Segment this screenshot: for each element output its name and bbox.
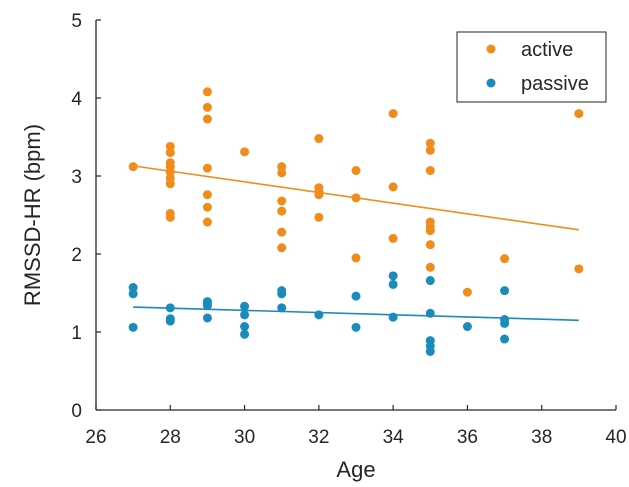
data-point-active [425,166,435,176]
data-point-active [425,262,435,272]
y-tick-label: 0 [71,401,82,422]
data-point-passive [128,289,138,299]
data-point-active [240,147,250,157]
x-axis-title: Age [336,457,375,482]
legend-label-active: active [521,39,573,61]
data-point-passive [240,329,250,339]
y-tick-label: 2 [71,245,82,266]
legend-marker-passive [486,78,496,88]
y-tick-label: 5 [71,11,82,32]
data-point-passive [202,300,212,310]
data-point-active [165,212,175,222]
data-point-active [351,166,361,176]
data-point-passive [128,322,138,332]
data-point-active [277,206,287,216]
x-tick-label: 30 [234,427,255,448]
x-tick-label: 28 [160,427,181,448]
y-tick-label: 3 [71,167,82,188]
data-point-active [277,196,287,206]
data-point-active [165,179,175,189]
axes [95,20,616,411]
data-point-active [202,163,212,173]
legend-marker-active [486,44,496,54]
data-point-active [500,254,510,264]
data-point-active [574,264,584,274]
data-point-active [425,240,435,250]
data-point-active [202,87,212,97]
data-point-active [202,202,212,212]
data-point-passive [277,303,287,313]
x-tick-label: 38 [531,427,552,448]
data-point-active [314,134,324,144]
x-tick-label: 26 [85,427,106,448]
data-point-active [388,109,398,119]
data-point-active [351,253,361,263]
series-active [128,87,584,297]
data-point-passive [500,334,510,344]
data-point-active [314,212,324,222]
data-point-passive [240,301,250,311]
data-point-passive [500,286,510,296]
data-point-active [277,227,287,237]
data-point-passive [425,276,435,286]
x-tick-label: 32 [308,427,329,448]
data-point-passive [240,322,250,332]
data-point-passive [202,313,212,323]
data-point-passive [351,291,361,301]
y-tick-label: 4 [71,89,82,110]
x-tick-label: 36 [457,427,478,448]
legend-label-passive: passive [521,73,589,95]
series-passive [128,271,579,356]
data-point-passive [128,283,138,293]
legend-box [456,31,607,103]
trend-line-passive [133,306,579,322]
data-point-passive [425,347,435,356]
data-point-active [165,167,175,177]
data-point-active [462,287,472,297]
plot-area [128,87,584,356]
data-point-active [202,190,212,200]
y-tick-label: 1 [71,323,82,344]
data-point-active [425,226,435,236]
data-point-active [202,114,212,124]
y-axis-title: RMSSD-HR (bpm) [20,124,45,306]
data-point-active [425,145,435,155]
data-point-active [165,148,175,158]
data-point-passive [500,318,510,328]
data-point-passive [165,316,175,326]
data-point-active [388,233,398,243]
data-point-active [202,217,212,227]
trend-line-active [133,165,579,231]
data-point-active [165,141,175,151]
data-point-active [277,243,287,253]
x-tick-label: 34 [383,427,405,448]
data-point-active [425,138,435,148]
data-point-active [388,182,398,192]
x-tick-label: 40 [605,427,626,448]
data-point-passive [462,322,472,332]
data-point-active [202,102,212,112]
data-point-active [277,162,287,172]
data-point-passive [277,289,287,299]
data-point-passive [240,310,250,320]
data-point-active [574,109,584,119]
data-point-passive [351,322,361,332]
data-point-passive [388,279,398,289]
data-point-passive [388,271,398,281]
data-point-active [277,168,287,178]
legend: active passive [456,31,607,103]
